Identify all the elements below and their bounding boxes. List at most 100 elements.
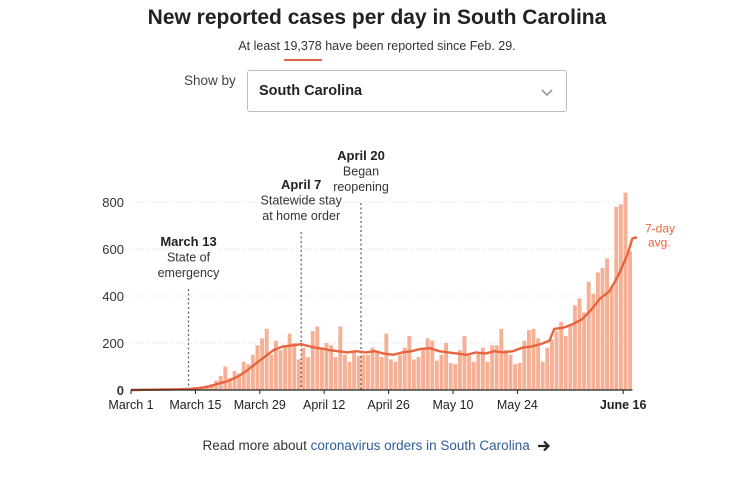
bar — [605, 258, 610, 390]
bar — [563, 335, 568, 390]
bar — [462, 335, 467, 390]
bar — [352, 352, 357, 390]
bar — [499, 328, 504, 390]
bar — [421, 350, 426, 390]
bar — [430, 340, 435, 390]
state-select[interactable]: South Carolina — [247, 70, 567, 112]
chart-subtitle: At least 19,378 have been reported since… — [0, 39, 754, 61]
bar — [559, 321, 564, 390]
x-tick-label: April 26 — [367, 398, 409, 412]
state-select-value: South Carolina — [259, 83, 363, 99]
bar — [411, 359, 416, 390]
footer-prefix: Read more about — [202, 438, 307, 453]
annotation-text: Statewide stay — [261, 194, 343, 208]
footer: Read more about coronavirus orders in So… — [0, 438, 754, 453]
annotation-text: emergency — [158, 266, 221, 280]
y-tick-label: 800 — [102, 195, 124, 210]
bar — [310, 331, 315, 390]
bar — [296, 359, 301, 390]
bar — [614, 206, 619, 390]
bar — [494, 345, 499, 390]
bar — [388, 359, 393, 390]
bar — [347, 361, 352, 390]
subtitle-suffix: have been reported since Feb. 29. — [325, 39, 516, 53]
bar — [480, 347, 485, 390]
bar — [457, 350, 462, 390]
bar — [319, 347, 324, 390]
bar — [453, 364, 458, 390]
bar — [246, 364, 251, 390]
bar — [301, 347, 306, 390]
bar — [209, 384, 214, 390]
bar — [283, 345, 288, 390]
subtitle-prefix: At least — [238, 39, 281, 53]
total-underline — [283, 59, 322, 61]
bar — [595, 272, 600, 390]
bar — [467, 355, 472, 390]
x-tick-label: April 12 — [303, 398, 345, 412]
bar — [333, 357, 338, 390]
bar — [287, 333, 292, 390]
bar — [237, 373, 242, 390]
bar — [273, 340, 278, 390]
x-tick-label: June 16 — [600, 398, 647, 412]
bar — [572, 305, 577, 390]
bar — [623, 192, 628, 390]
x-tick-label: May 24 — [497, 398, 538, 412]
bar — [255, 345, 260, 390]
arrow-right-icon — [538, 441, 551, 452]
bar — [536, 338, 541, 390]
annotation-title: April 7 — [281, 177, 321, 192]
bar — [522, 340, 527, 390]
bar — [485, 361, 490, 390]
total-cases: 19,378 — [283, 39, 322, 61]
bar — [513, 364, 518, 390]
bar — [315, 326, 320, 390]
annotation-text: reopening — [333, 180, 389, 194]
bar — [591, 293, 596, 390]
bar — [375, 351, 380, 390]
bar — [260, 338, 265, 390]
bar — [384, 333, 389, 390]
y-tick-label: 400 — [102, 289, 124, 304]
bar — [471, 361, 476, 390]
bar — [549, 339, 554, 390]
bar — [490, 345, 495, 390]
chevron-down-icon — [541, 89, 553, 97]
bar — [439, 354, 444, 390]
orders-link[interactable]: coronavirus orders in South Carolina — [310, 438, 530, 453]
bar — [568, 324, 573, 390]
bar — [324, 343, 329, 390]
x-tick-label: May 10 — [433, 398, 474, 412]
annotation-text: at home order — [262, 209, 340, 223]
bar — [269, 354, 274, 390]
bar — [241, 361, 246, 390]
bar — [250, 354, 255, 390]
bar — [531, 328, 536, 390]
x-tick-label: March 29 — [234, 398, 286, 412]
bar — [278, 350, 283, 390]
bar — [609, 286, 614, 390]
bar — [342, 354, 347, 390]
bar — [503, 350, 508, 390]
x-tick-label: March 1 — [108, 398, 153, 412]
annotation-title: April 20 — [337, 148, 385, 163]
bar — [393, 361, 398, 390]
x-tick-label: March 15 — [169, 398, 221, 412]
bar — [356, 355, 361, 390]
bar — [370, 347, 375, 390]
bar — [361, 354, 366, 390]
bar — [586, 281, 591, 390]
y-tick-label: 200 — [102, 336, 124, 351]
bar — [338, 326, 343, 390]
bar — [402, 347, 407, 390]
bar — [365, 354, 370, 390]
bar — [407, 335, 412, 390]
bar — [476, 352, 481, 390]
bar — [434, 360, 439, 390]
annotation-text: Began — [343, 165, 379, 179]
bar — [398, 354, 403, 390]
chart-title: New reported cases per day in South Caro… — [147, 6, 607, 29]
annotation-text: State of — [167, 251, 211, 265]
